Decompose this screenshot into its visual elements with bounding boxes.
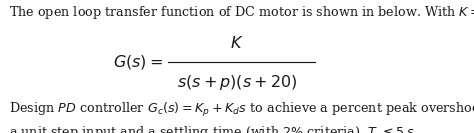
Text: The open loop transfer function of DC motor is shown in below. With $K = 2$ and : The open loop transfer function of DC mo… <box>9 4 474 21</box>
Text: Design $PD$ controller $G_c(s) = K_p + K_d s$ to achieve a percent peak overshoo: Design $PD$ controller $G_c(s) = K_p + K… <box>9 101 474 119</box>
Text: a unit step input and a settling time (with $2\%$ criteria)  $T_s \leq 5\,s$.: a unit step input and a settling time (w… <box>9 124 417 133</box>
Text: $K$: $K$ <box>230 35 244 52</box>
Text: $G(s) =$: $G(s) =$ <box>113 53 164 71</box>
Text: $s(s+p)(s+20)$: $s(s+p)(s+20)$ <box>177 73 297 92</box>
